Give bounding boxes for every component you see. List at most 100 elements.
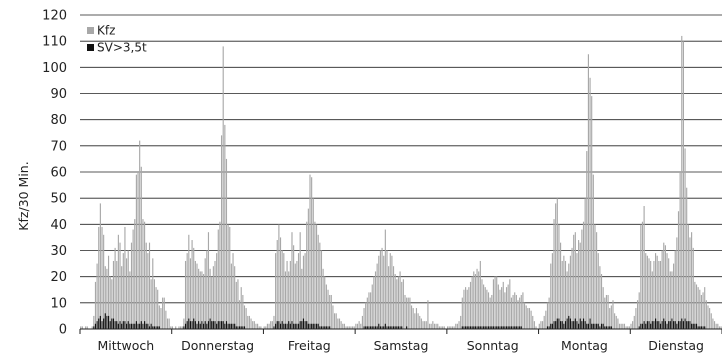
- bar-kfz: [455, 323, 457, 329]
- bar-kfz: [646, 255, 648, 329]
- bar-kfz: [712, 318, 714, 329]
- bar-sv: [145, 323, 147, 329]
- bar-sv: [273, 326, 275, 329]
- bar-kfz: [617, 318, 619, 329]
- bar-kfz: [358, 321, 360, 329]
- bar-kfz: [420, 318, 422, 329]
- bar-kfz: [199, 271, 201, 329]
- bar-sv: [694, 323, 696, 329]
- bar-kfz: [502, 281, 504, 329]
- bar-kfz: [710, 313, 712, 329]
- bar-sv: [551, 323, 553, 329]
- bar-kfz: [650, 260, 652, 329]
- bar-sv: [325, 326, 327, 329]
- bar-kfz: [687, 224, 689, 329]
- bar-kfz: [564, 260, 567, 329]
- y-tick-label: 110: [42, 35, 67, 50]
- bar-sv: [468, 326, 470, 329]
- bar-kfz: [558, 224, 560, 329]
- bar-sv: [222, 321, 224, 329]
- bar-sv: [474, 326, 476, 329]
- bar-sv: [306, 321, 308, 329]
- bar-kfz: [523, 302, 526, 329]
- bar-sv: [578, 323, 580, 329]
- bar-sv: [604, 326, 606, 329]
- y-axis-label: Kfz/30 Min.: [16, 161, 31, 230]
- bar-kfz: [566, 271, 568, 329]
- bar-sv: [677, 321, 680, 329]
- bar-kfz: [111, 279, 113, 329]
- bar-sv: [645, 323, 647, 329]
- bar-kfz: [635, 308, 637, 329]
- bar-kfz: [607, 294, 609, 329]
- bar-sv: [288, 321, 290, 329]
- bar-kfz: [392, 266, 395, 329]
- bar-sv: [94, 323, 97, 329]
- bar-sv: [587, 323, 589, 329]
- bar-sv: [514, 326, 516, 329]
- bar-kfz: [527, 308, 529, 329]
- bar-kfz: [266, 323, 268, 329]
- bar-sv: [605, 326, 608, 329]
- bar-sv: [668, 321, 670, 329]
- bar-kfz: [427, 300, 429, 329]
- bar-kfz: [548, 297, 550, 329]
- bar-kfz: [335, 313, 337, 329]
- bar-kfz: [80, 326, 82, 329]
- bar-kfz: [315, 224, 318, 329]
- legend-label: Kfz: [97, 24, 115, 38]
- bar-sv: [478, 326, 480, 329]
- bar-kfz: [546, 302, 549, 329]
- bar-sv: [317, 323, 319, 329]
- bar-sv: [564, 321, 567, 329]
- bar-kfz: [201, 271, 203, 329]
- bar-kfz: [430, 323, 432, 329]
- bar-sv: [293, 323, 295, 329]
- bar-sv: [291, 321, 293, 329]
- bar-sv: [569, 318, 571, 329]
- bar-kfz: [186, 253, 188, 329]
- bar-sv: [106, 315, 108, 329]
- bar-sv: [499, 326, 501, 329]
- bar-kfz: [692, 247, 694, 329]
- bar-kfz: [522, 292, 524, 329]
- bar-sv: [388, 326, 390, 329]
- bar-kfz: [571, 247, 573, 329]
- bar-sv: [365, 326, 367, 329]
- x-axis-category-labels: Mittwoch Donnerstag Freitag Samstag Sonntag M…: [97, 338, 704, 353]
- bar-kfz: [636, 300, 639, 329]
- bar-kfz: [532, 315, 534, 329]
- bar-kfz: [620, 323, 622, 329]
- bar-sv: [304, 321, 306, 329]
- bar-kfz: [232, 253, 234, 329]
- bar-kfz: [561, 260, 563, 329]
- bar-kfz: [574, 232, 576, 329]
- bar-kfz: [456, 323, 458, 329]
- bar-kfz: [353, 326, 355, 329]
- bar-sv: [140, 321, 142, 329]
- bar-sv: [600, 323, 603, 329]
- bar-sv: [471, 326, 473, 329]
- bar-kfz: [623, 323, 626, 329]
- bar-kfz: [99, 203, 101, 329]
- bar-kfz: [297, 253, 300, 329]
- bar-kfz: [702, 292, 704, 329]
- bar-kfz: [640, 224, 642, 329]
- bar-kfz: [417, 313, 419, 329]
- bar-kfz: [545, 310, 547, 329]
- bar-sv: [607, 326, 609, 329]
- bar-kfz: [582, 221, 585, 329]
- bar-sv: [484, 326, 486, 329]
- bar-sv: [389, 326, 391, 329]
- bar-kfz: [255, 323, 257, 329]
- bar-kfz: [412, 308, 414, 329]
- bar-kfz: [492, 279, 495, 329]
- bar-sv: [648, 321, 650, 329]
- bar-kfz: [677, 211, 680, 329]
- bar-sv: [112, 318, 115, 329]
- x-category-label: Montag: [561, 338, 608, 353]
- bar-sv: [373, 326, 375, 329]
- x-category-label: Freitag: [288, 338, 331, 353]
- bar-kfz: [104, 266, 106, 329]
